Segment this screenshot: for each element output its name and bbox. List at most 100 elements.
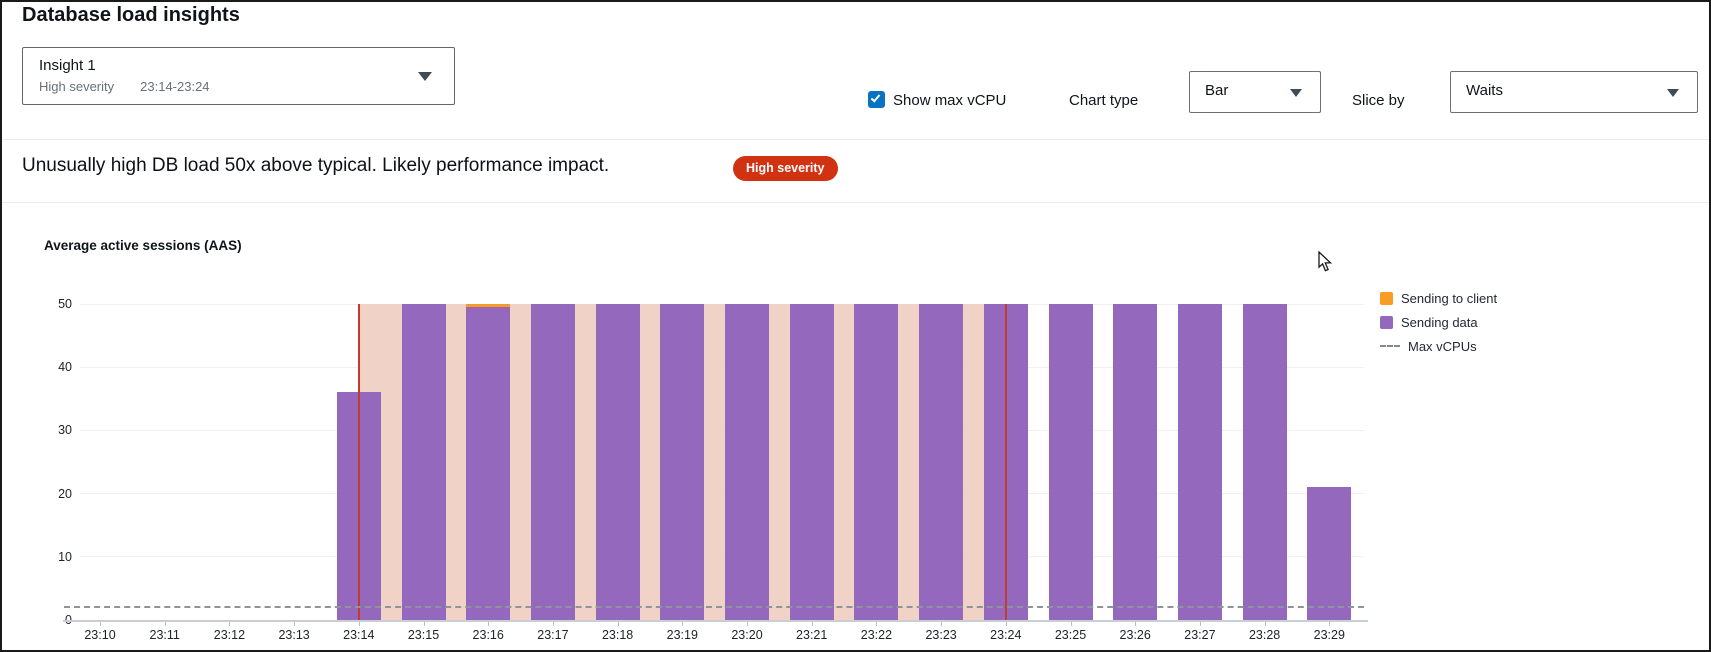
legend-label: Sending to client — [1401, 290, 1498, 306]
x-axis-tick — [1135, 622, 1137, 626]
x-axis-tick — [229, 622, 231, 626]
x-tick-label: 23:18 — [601, 628, 634, 642]
bar-segment-sending-data[interactable] — [1177, 304, 1222, 620]
chart-legend: Sending to client Sending data Max vCPUs — [1380, 286, 1497, 358]
insight-severity: High severity — [39, 79, 115, 94]
checkmark-icon — [870, 92, 881, 103]
x-tick-label: 23:13 — [278, 628, 310, 642]
legend-item[interactable]: Sending data — [1380, 310, 1497, 334]
bar-segment-sending-data[interactable] — [401, 304, 446, 620]
x-tick-label: 23:15 — [407, 628, 440, 642]
bar-segment-sending-data[interactable] — [1242, 304, 1287, 620]
chevron-down-icon — [1290, 89, 1302, 97]
mouse-cursor-icon — [1318, 251, 1333, 272]
bar-segment-sending-data[interactable] — [660, 304, 705, 620]
bar-segment-sending-data[interactable] — [466, 307, 511, 620]
dashed-line-icon — [1380, 345, 1400, 347]
insight-name: Insight 1 — [39, 57, 96, 74]
slice-by-select[interactable]: Waits — [1450, 71, 1698, 113]
bar-segment-sending-to-client[interactable] — [466, 304, 511, 308]
x-axis-tick — [1070, 622, 1072, 626]
x-axis-tick — [358, 622, 360, 626]
bar-segment-sending-data[interactable] — [595, 304, 640, 620]
x-axis-tick — [294, 622, 296, 626]
x-tick-label: 23:27 — [1184, 628, 1216, 642]
x-tick-label: 23:11 — [149, 628, 180, 642]
x-tick-label: 23:26 — [1119, 628, 1151, 642]
bar-segment-sending-data[interactable] — [1307, 487, 1352, 620]
legend-swatch — [1380, 291, 1393, 305]
divider — [2, 139, 1709, 140]
x-tick-label: 23:16 — [472, 628, 504, 642]
insight-message: Unusually high DB load 50x above typical… — [22, 155, 610, 176]
x-axis-tick — [1264, 622, 1266, 626]
bar-segment-sending-data[interactable] — [530, 304, 575, 620]
y-tick-label: 20 — [58, 486, 72, 501]
x-axis-tick — [682, 622, 684, 626]
x-axis-tick — [876, 622, 878, 626]
x-axis-tick — [1329, 622, 1331, 626]
chevron-down-icon — [418, 72, 432, 81]
legend-swatch — [1380, 315, 1393, 329]
x-axis-tick — [617, 622, 619, 626]
x-axis-tick — [488, 622, 490, 626]
chevron-down-icon — [1667, 89, 1679, 97]
x-axis-tick — [747, 622, 748, 626]
x-axis-tick — [1005, 622, 1007, 626]
page-title: Database load insights — [22, 4, 240, 26]
x-axis-tick — [1199, 622, 1201, 626]
x-tick-label: 23:17 — [537, 628, 569, 642]
severity-badge: High severity — [733, 156, 838, 181]
chart-type-label: Chart type — [1069, 92, 1139, 109]
x-axis-tick — [100, 622, 101, 626]
x-tick-label: 23:25 — [1054, 628, 1087, 642]
x-axis-tick — [423, 622, 425, 626]
x-axis-tick — [941, 622, 943, 626]
x-tick-label: 23:20 — [731, 628, 763, 642]
chart-type-select[interactable]: Bar — [1189, 71, 1321, 113]
legend-label: Max vCPUs — [1408, 338, 1477, 354]
max-vcpus-line — [64, 606, 1364, 609]
bar-segment-sending-data[interactable] — [854, 304, 899, 620]
y-tick-label: 10 — [58, 549, 72, 564]
x-tick-label: 23:21 — [796, 628, 828, 642]
legend-item[interactable]: Sending to client — [1380, 286, 1497, 310]
insight-subtitle: High severity 23:14-23:24 — [39, 79, 210, 94]
x-tick-label: 23:29 — [1313, 628, 1345, 642]
legend-label: Sending data — [1401, 314, 1478, 330]
divider — [2, 202, 1709, 203]
aas-bar-chart: 0102030405023:1023:1123:1223:1323:1423:1… — [58, 297, 1368, 642]
chart-type-value: Bar — [1205, 82, 1229, 99]
x-tick-label: 23:12 — [213, 628, 246, 642]
x-tick-label: 23:22 — [860, 628, 893, 642]
x-tick-label: 23:24 — [990, 628, 1022, 642]
x-tick-label: 23:23 — [925, 628, 957, 642]
bar-segment-sending-data[interactable] — [919, 304, 964, 620]
x-axis-tick — [811, 622, 813, 626]
x-axis-tick — [164, 622, 166, 626]
legend-item[interactable]: Max vCPUs — [1380, 334, 1497, 358]
x-tick-label: 23:19 — [666, 628, 698, 642]
bar-segment-sending-data[interactable] — [1048, 304, 1093, 620]
insight-time-range: 23:14-23:24 — [140, 79, 210, 94]
bar-segment-sending-data[interactable] — [1113, 304, 1158, 620]
bar-segment-sending-data[interactable] — [725, 304, 769, 620]
x-axis-tick — [552, 622, 554, 626]
slice-by-value: Waits — [1466, 82, 1503, 99]
x-tick-label: 23:14 — [343, 628, 375, 642]
bar-segment-sending-data[interactable] — [789, 304, 834, 620]
chart-title: Average active sessions (AAS) — [44, 238, 242, 253]
insight-selector-dropdown[interactable]: Insight 1 High severity 23:14-23:24 — [22, 47, 455, 105]
show-max-vcpu-checkbox[interactable] — [868, 91, 885, 108]
y-tick-label: 50 — [58, 297, 72, 311]
x-tick-label: 23:28 — [1248, 628, 1281, 642]
x-axis-line — [63, 620, 1368, 622]
y-tick-label: 40 — [58, 360, 72, 375]
slice-by-label: Slice by — [1352, 92, 1405, 109]
y-tick-label: 30 — [58, 423, 72, 438]
insight-boundary-line — [357, 304, 360, 620]
insight-boundary-line — [1004, 304, 1007, 620]
show-max-vcpu-label[interactable]: Show max vCPU — [893, 92, 1007, 109]
x-tick-label: 23:10 — [84, 628, 116, 642]
